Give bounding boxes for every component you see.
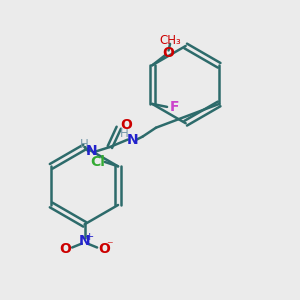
Text: O: O <box>120 118 132 132</box>
Text: N: N <box>126 133 138 147</box>
Text: O: O <box>163 46 175 60</box>
Text: O: O <box>98 242 110 256</box>
Text: Cl: Cl <box>90 155 105 169</box>
Text: H: H <box>120 127 129 140</box>
Text: F: F <box>170 100 179 114</box>
Text: N: N <box>86 145 98 158</box>
Text: H: H <box>80 138 89 152</box>
Text: ⁻: ⁻ <box>106 239 113 252</box>
Text: O: O <box>59 242 71 256</box>
Text: N: N <box>79 234 90 248</box>
Text: CH₃: CH₃ <box>159 34 181 46</box>
Text: +: + <box>85 232 94 242</box>
